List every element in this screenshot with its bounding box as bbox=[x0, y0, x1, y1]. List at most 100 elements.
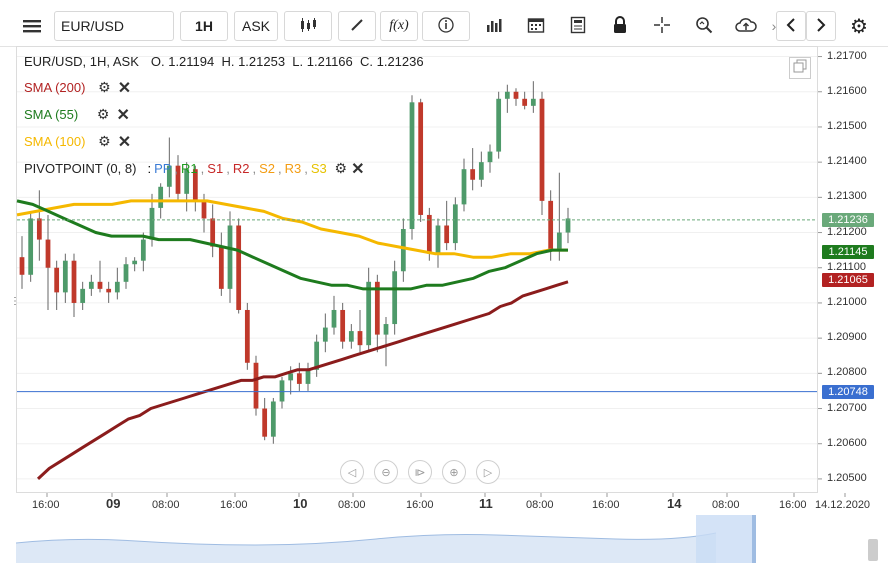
price-tick-label: 1.21100 bbox=[827, 260, 866, 273]
candle-body bbox=[530, 98, 536, 106]
forward-button[interactable] bbox=[806, 11, 836, 41]
crosshair-icon bbox=[653, 16, 671, 37]
chart-type-button[interactable] bbox=[284, 11, 332, 41]
close-icon[interactable]: ✕ bbox=[117, 79, 132, 97]
candle-body bbox=[106, 288, 112, 293]
info-button[interactable] bbox=[422, 11, 470, 41]
candle-body bbox=[383, 324, 389, 335]
candle-body bbox=[539, 98, 545, 201]
gear-icon[interactable]: ⚙ bbox=[96, 106, 110, 122]
candle-body bbox=[210, 218, 216, 247]
gear-icon[interactable]: ⚙ bbox=[334, 160, 348, 176]
candle-body bbox=[244, 309, 250, 363]
sma200-label: SMA (200) bbox=[24, 80, 86, 95]
candle-body bbox=[54, 267, 60, 293]
zoom-out-button[interactable]: ⊖ bbox=[374, 460, 398, 484]
zoom-in-icon: ⊕ bbox=[449, 466, 459, 479]
pivot-separator: : bbox=[147, 161, 152, 176]
candle-body bbox=[556, 232, 562, 251]
lock-button[interactable] bbox=[602, 11, 638, 41]
cloud-upload-button[interactable] bbox=[728, 11, 764, 41]
candle-body bbox=[331, 309, 337, 328]
time-tick-label: 10 bbox=[293, 496, 308, 511]
menu-icon[interactable] bbox=[14, 11, 50, 41]
sma55-line bbox=[16, 199, 568, 291]
candle-body bbox=[262, 408, 268, 437]
cloud-upload-icon bbox=[735, 16, 757, 37]
report-button[interactable] bbox=[560, 11, 596, 41]
timeframe-select[interactable]: 1H bbox=[180, 11, 228, 41]
price-tick-label: 1.21000 bbox=[827, 295, 867, 308]
candle-body bbox=[357, 331, 363, 346]
candle-body bbox=[36, 218, 42, 240]
price-type-select[interactable]: ASK bbox=[234, 11, 278, 41]
time-tick-label: 08:00 bbox=[152, 499, 180, 511]
scroll-left-icon: ◁ bbox=[347, 466, 357, 479]
scroll-right-button[interactable]: ▷ bbox=[476, 460, 500, 484]
candle-body bbox=[435, 225, 441, 254]
candle-body bbox=[322, 327, 328, 342]
overview-scroll-handle[interactable] bbox=[868, 539, 878, 561]
back-button[interactable] bbox=[776, 11, 806, 41]
draw-button[interactable] bbox=[338, 11, 376, 41]
candle-body bbox=[366, 281, 372, 346]
candle-body bbox=[487, 151, 493, 163]
indicators-button[interactable] bbox=[476, 11, 512, 41]
time-tick-label: 16:00 bbox=[220, 499, 248, 511]
time-tick-label: 14 bbox=[667, 496, 682, 511]
candle-body bbox=[201, 200, 207, 219]
price-tick-label: 1.21200 bbox=[827, 225, 867, 238]
overview-chart bbox=[15, 515, 756, 563]
overview-navigator[interactable] bbox=[15, 515, 856, 563]
close-icon[interactable]: ✕ bbox=[351, 160, 365, 178]
pivot-pp: PP bbox=[154, 161, 172, 176]
calendar-icon bbox=[527, 16, 545, 37]
settings-button[interactable]: ⚙ bbox=[844, 11, 874, 41]
candle-body bbox=[253, 362, 259, 409]
sma100-label: SMA (100) bbox=[24, 134, 86, 149]
candle-body bbox=[45, 239, 51, 268]
candle-body bbox=[418, 102, 424, 215]
symbol-input[interactable]: EUR/USD bbox=[54, 11, 174, 41]
legend-sma100: SMA (100) ⚙ ✕ bbox=[24, 133, 132, 151]
close-icon[interactable]: ✕ bbox=[116, 106, 130, 124]
price-tag-sma200: 1.21065 bbox=[822, 273, 874, 288]
calendar-button[interactable] bbox=[518, 11, 554, 41]
timeframe-label: 1H bbox=[195, 18, 213, 34]
gear-icon[interactable]: ⚙ bbox=[98, 133, 111, 149]
chart-area[interactable] bbox=[16, 46, 818, 493]
candle-body bbox=[565, 218, 571, 233]
ohlc-header: EUR/USD, 1H, ASK O. 1.21194 H. 1.21253 L… bbox=[24, 54, 424, 69]
pivot-s1: S1 bbox=[207, 161, 224, 176]
zoom-in-button[interactable]: ⊕ bbox=[442, 460, 466, 484]
scroll-left-button[interactable]: ◁ bbox=[340, 460, 364, 484]
toolbar-more-handle[interactable]: › bbox=[770, 11, 778, 41]
candle-body bbox=[149, 207, 155, 240]
settings-icon: ⚙ bbox=[850, 15, 868, 38]
candle-body bbox=[88, 281, 94, 289]
crosshair-button[interactable] bbox=[644, 11, 680, 41]
price-tick-label: 1.21500 bbox=[827, 119, 867, 132]
reset-view-button[interactable]: ⧐ bbox=[408, 460, 432, 484]
scroll-right-icon: ▷ bbox=[483, 466, 493, 479]
legend-sma200: SMA (200) ⚙ ✕ bbox=[24, 79, 132, 97]
zoom-out-icon: ⊖ bbox=[381, 466, 391, 479]
price-axis[interactable]: 1.21700 1.21600 1.21500 1.21400 1.21300 1.212… bbox=[818, 46, 888, 493]
function-button[interactable]: f(x) bbox=[380, 11, 418, 41]
close-icon[interactable]: ✕ bbox=[117, 133, 132, 151]
candle-body bbox=[184, 169, 190, 194]
candle-body bbox=[227, 225, 233, 289]
chart-resize-handle[interactable]: ⋮ bbox=[10, 296, 20, 307]
expand-button[interactable] bbox=[789, 57, 811, 79]
pivot-label: PIVOTPOINT (0, 8) bbox=[24, 161, 137, 176]
legend-sma55: SMA (55) ⚙ ✕ bbox=[24, 106, 130, 124]
zoom-button[interactable] bbox=[686, 11, 722, 41]
time-tick-label: 08:00 bbox=[712, 499, 740, 511]
price-tick-label: 1.20500 bbox=[827, 471, 867, 484]
gear-icon[interactable]: ⚙ bbox=[98, 79, 111, 95]
price-tag-line: 1.20748 bbox=[822, 384, 874, 399]
sma55-label: SMA (55) bbox=[24, 107, 79, 122]
price-tick-label: 1.21400 bbox=[827, 155, 867, 168]
price-tick-label: 1.20700 bbox=[827, 401, 867, 414]
candle-body bbox=[192, 169, 198, 201]
